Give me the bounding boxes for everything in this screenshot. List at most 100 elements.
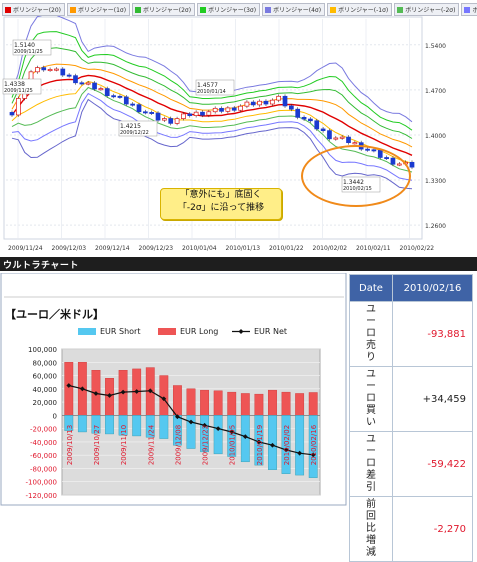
net-point [229, 429, 235, 435]
legend-label: ボリンジャー(-2σ) [405, 7, 456, 14]
candle-body [333, 137, 339, 140]
short-bar [213, 415, 223, 455]
long-bar [200, 389, 209, 416]
legend-swatch [464, 6, 471, 13]
legend-label: ボリンジャー(2σ) [143, 7, 192, 14]
x-tick-label: 2010/02/02 [313, 245, 348, 252]
legend-item: ボリンジャー(3σ) [197, 3, 261, 16]
candle-body [168, 118, 174, 124]
y-tick-label: 1.3300 [425, 178, 446, 185]
annotation-value: 1.5140 [14, 42, 35, 49]
long-bar [186, 388, 196, 416]
bollinger-band-line [11, 31, 413, 131]
candle-body [136, 104, 142, 113]
candle-body [79, 82, 85, 85]
y-tick-label: -20,000 [30, 426, 57, 434]
candle-body [295, 108, 301, 118]
candle-body [339, 136, 345, 139]
annotation-box [12, 39, 52, 56]
annotation-value: 1.4215 [120, 123, 141, 130]
long-bar [281, 391, 291, 416]
legend-swatch [265, 6, 272, 13]
callout-line-2: 「-2σ」に沿って推移 [177, 203, 265, 213]
candle-body [15, 98, 21, 116]
candle-body [409, 161, 415, 168]
long-bar [64, 362, 74, 416]
legend-item: ボリンジャー(2σ) [132, 3, 196, 16]
candle-body [117, 95, 123, 98]
short-bar [77, 415, 87, 433]
x-tick-label: 2009/12/14 [95, 245, 130, 252]
legend-swatch [158, 328, 176, 335]
candle-body [263, 100, 269, 105]
candle-body [193, 111, 199, 116]
cot-chart: 100,000 80,000 60,000 40,000 20,000 0 -20,000 -… [0, 272, 347, 506]
bollinger-band-line [11, 47, 413, 139]
short-bar [295, 415, 305, 476]
cot-panel: 100,000 80,000 60,000 40,000 20,000 0 -20,000 -… [0, 272, 477, 506]
bollinger-band-line [11, 74, 413, 156]
candle-body [244, 101, 250, 107]
legend-swatch [70, 6, 77, 13]
short-bar [105, 415, 114, 435]
candle-body [219, 107, 224, 112]
legend-label: ボリンジャー(20) [13, 7, 62, 14]
long-bar [308, 392, 318, 416]
y-tick-label: 60,000 [33, 373, 58, 381]
candle-body [85, 82, 91, 85]
long-bar [268, 389, 277, 416]
candle-body [142, 111, 148, 114]
x-tick-label: 2010/01/05 [229, 425, 237, 465]
candle-body [54, 68, 59, 71]
net-point [161, 396, 167, 402]
x-tick-label: 2010/02/16 [310, 424, 318, 465]
x-tick-label: 2009/12/22 [202, 425, 210, 465]
annotation-date: 2009/12/22 [120, 130, 149, 136]
candle-body [320, 128, 326, 131]
legend-label: ボリンジャー(-1σ) [338, 7, 389, 14]
y-tick-label: -80,000 [30, 465, 57, 473]
legend-item: ボリンジャー(-3σ) [461, 3, 477, 16]
long-bar [227, 391, 237, 416]
table-header-row: Date 2010/02/16 [349, 274, 473, 302]
legend-label: EUR Long [180, 327, 218, 336]
y-tick-label: 1.2600 [425, 223, 446, 230]
candle-body [225, 107, 231, 112]
x-tick-label: 2010/02/11 [356, 245, 391, 252]
annotation-box [195, 79, 235, 96]
candle-body [276, 95, 282, 101]
row-value: -93,881 [392, 301, 473, 367]
x-tick-label: 2010/01/22 [269, 245, 304, 252]
candle-body [123, 96, 129, 105]
y-tick-label: 80,000 [33, 359, 58, 367]
row-value: -59,422 [392, 431, 473, 497]
row-label-text: ユーロ売り [366, 304, 376, 363]
legend-swatch [135, 6, 142, 13]
net-point [79, 386, 85, 392]
legend-label: ボリンジャー(4σ) [273, 7, 322, 14]
annotation-date: 2009/11/25 [14, 49, 43, 55]
x-tick-label: 2009/12/08 [174, 425, 182, 465]
short-bar [308, 415, 318, 478]
net-point [242, 434, 248, 439]
net-point [120, 389, 126, 395]
annotation-date: 2010/01/14 [197, 89, 226, 95]
legend-marker [238, 329, 244, 334]
candle-body [289, 105, 294, 110]
x-tick-label: 2010/02/02 [283, 425, 291, 465]
candle-body [314, 120, 320, 130]
table-row: ユーロ差引 -59,422 [349, 431, 473, 497]
long-bar [254, 393, 264, 416]
site-banner: ウルトラチャート [0, 257, 477, 271]
table-row: 前回比増減 -2,270 [349, 496, 473, 562]
x-tick-label: 2009/12/23 [139, 245, 174, 252]
candle-body [327, 130, 332, 140]
candle-body [47, 69, 53, 72]
candle-body [346, 136, 351, 144]
row-label-text: ユーロ買い [366, 369, 376, 428]
candle-body [282, 95, 288, 107]
long-bar [213, 390, 223, 416]
candle-body [155, 112, 161, 121]
short-bar [186, 415, 196, 449]
net-point [107, 393, 112, 398]
